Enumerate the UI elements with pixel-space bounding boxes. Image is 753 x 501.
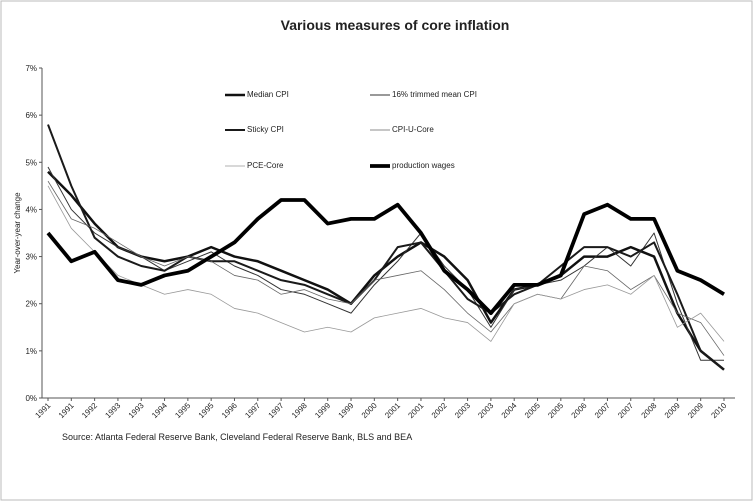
y-tick-label: 6% <box>25 111 37 120</box>
chart-title: Various measures of core inflation <box>281 17 510 33</box>
source-note: Source: Atlanta Federal Reserve Bank, Cl… <box>62 432 412 442</box>
legend-label: Sticky CPI <box>247 125 284 134</box>
y-axis-label: Year-over-year change <box>13 192 22 274</box>
legend-label: Median CPI <box>247 90 289 99</box>
y-tick-label: 3% <box>25 253 37 262</box>
legend-label: production wages <box>392 161 455 170</box>
series-line <box>47 170 725 371</box>
series-line <box>47 185 725 342</box>
series-line <box>46 198 725 316</box>
y-tick-label: 4% <box>25 205 37 214</box>
series-line <box>47 166 724 361</box>
y-tick-label: 5% <box>25 158 37 167</box>
y-tick-label: 7% <box>25 64 37 73</box>
y-tick-label: 1% <box>25 347 37 356</box>
series-line <box>47 124 725 371</box>
legend-label: 16% trimmed mean CPI <box>392 90 477 99</box>
legend-label: PCE-Core <box>247 161 284 170</box>
y-tick-label: 0% <box>25 394 37 403</box>
series-line <box>47 180 725 356</box>
legend-label: CPI-U-Core <box>392 125 434 134</box>
y-tick-label: 2% <box>25 300 37 309</box>
